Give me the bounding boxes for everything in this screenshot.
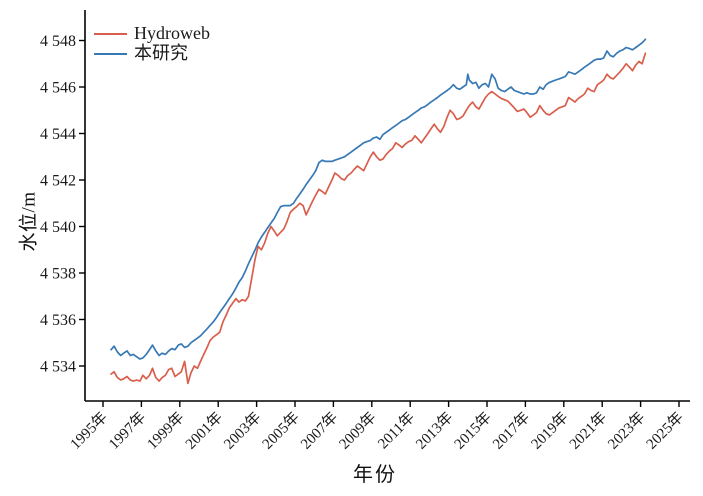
x-tick-label: 2025年	[643, 409, 687, 453]
x-tick-label: 2009年	[336, 409, 380, 453]
y-tick-label: 4 544	[40, 126, 76, 143]
y-tick-label: 4 546	[40, 80, 76, 97]
series-line-hydroweb	[110, 52, 647, 385]
x-tick-label: 2011年	[375, 409, 418, 452]
y-tick-label: 4 548	[40, 33, 76, 50]
x-tick-label: 2005年	[259, 409, 303, 453]
y-tick-label: 4 540	[40, 219, 76, 236]
y-tick-label: 4 536	[40, 312, 76, 329]
x-tick-label: 2023年	[605, 409, 649, 453]
x-tick-label: 2007年	[297, 409, 341, 453]
x-tick-label: 2003年	[221, 409, 265, 453]
x-axis-title: 年份	[353, 464, 397, 486]
legend-item-benyanjiu: 本研究	[94, 44, 210, 63]
legend-item-hydroweb: Hydroweb	[94, 24, 210, 43]
hydroweb-line-swatch	[94, 32, 127, 35]
y-tick-label: 4 534	[40, 359, 76, 376]
x-tick-label: 2017年	[489, 409, 533, 453]
benyanjiu-line-swatch	[94, 52, 127, 55]
series-line-benyanjiu	[110, 38, 647, 360]
x-tick-label: 2021年	[566, 409, 610, 453]
legend-label-hydroweb: Hydroweb	[134, 23, 210, 43]
legend: Hydroweb 本研究	[94, 24, 210, 63]
x-tick-label: 1995年	[67, 409, 111, 453]
legend-label-benyanjiu: 本研究	[134, 43, 188, 63]
y-axis-title: 水位/m	[18, 191, 40, 252]
x-tick-label: 2019年	[528, 409, 572, 453]
x-tick-label: 2015年	[451, 409, 495, 453]
x-tick-label: 2001年	[182, 409, 226, 453]
x-tick-label: 1999年	[144, 409, 188, 453]
x-tick-label: 2013年	[413, 409, 457, 453]
y-tick-label: 4 538	[40, 266, 76, 283]
y-tick-label: 4 542	[40, 173, 76, 190]
x-tick-label: 1997年	[105, 409, 149, 453]
